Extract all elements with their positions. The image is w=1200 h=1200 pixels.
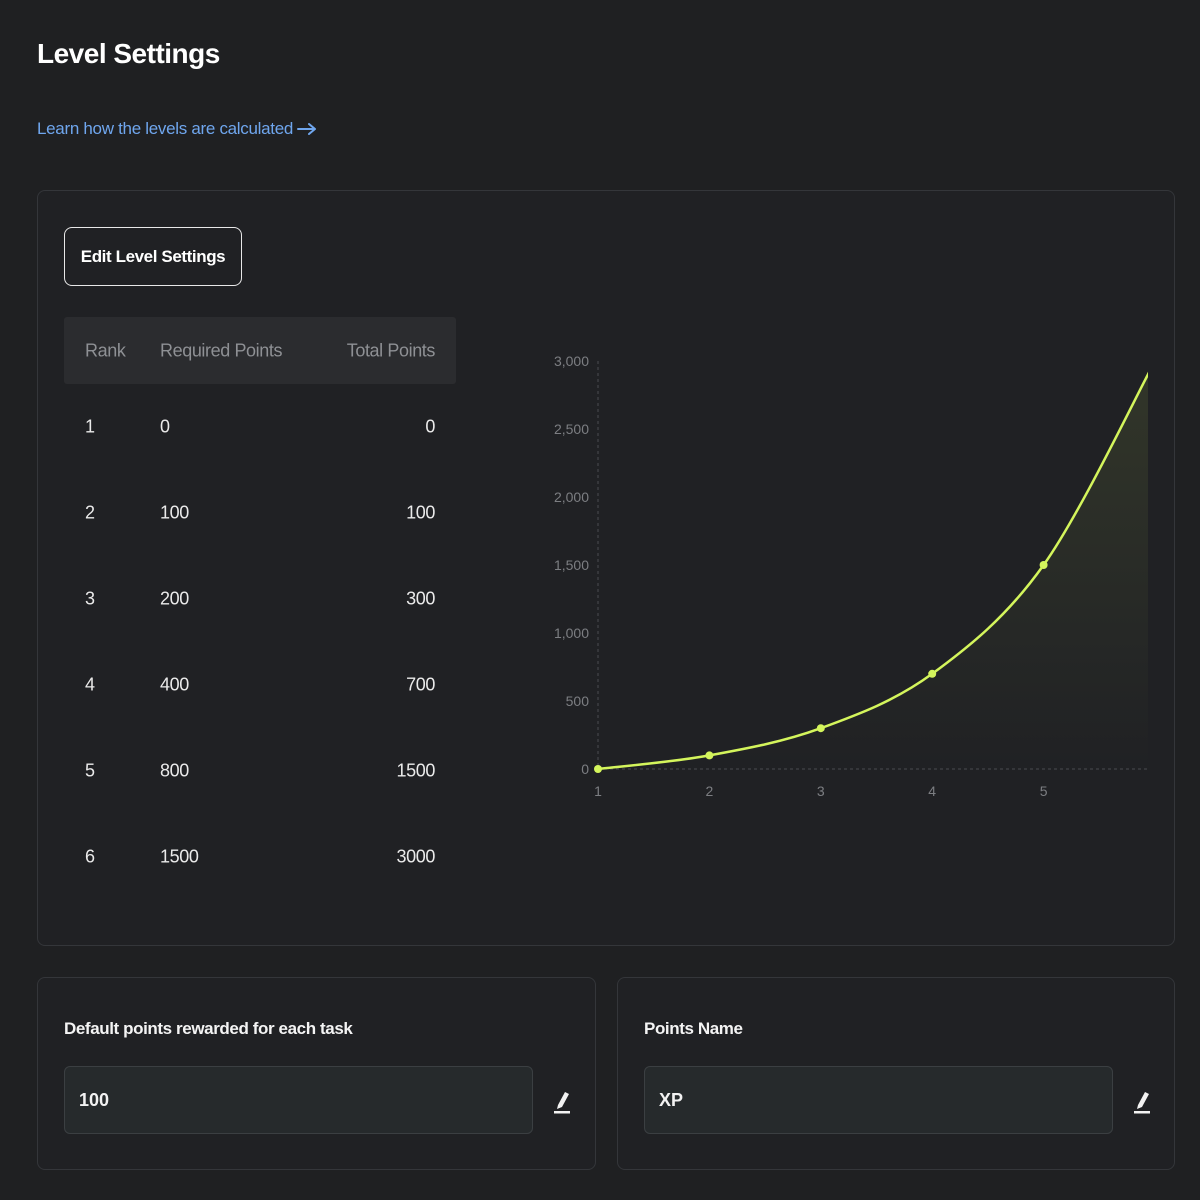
x-tick-label: 2 bbox=[706, 783, 714, 799]
data-point bbox=[705, 751, 714, 760]
x-tick-label: 4 bbox=[928, 783, 936, 799]
default-points-input[interactable] bbox=[64, 1066, 533, 1134]
points-name-input[interactable] bbox=[644, 1066, 1113, 1134]
cell-required-points: 200 bbox=[160, 588, 189, 609]
header-required-points: Required Points bbox=[160, 340, 283, 360]
pencil-icon[interactable] bbox=[552, 1089, 572, 1115]
x-tick-label: 5 bbox=[1040, 783, 1048, 799]
points-name-label: Points Name bbox=[644, 1019, 743, 1038]
points-name-card: Points Name bbox=[617, 977, 1175, 1170]
cell-rank: 4 bbox=[85, 674, 95, 695]
cell-required-points: 400 bbox=[160, 674, 189, 695]
cell-required-points: 100 bbox=[160, 502, 189, 523]
page-title: Level Settings bbox=[37, 38, 220, 69]
data-point bbox=[594, 765, 602, 773]
table-row: 4 400 700 bbox=[64, 642, 456, 728]
header-rank: Rank bbox=[85, 340, 126, 360]
table-header: Rank Required Points Total Points bbox=[64, 317, 456, 384]
y-tick-label: 2,000 bbox=[554, 489, 589, 505]
cell-total-points: 0 bbox=[425, 416, 435, 437]
cell-total-points: 700 bbox=[406, 674, 435, 695]
cell-rank: 3 bbox=[85, 588, 95, 609]
y-tick-label: 500 bbox=[566, 693, 590, 709]
table-row: 6 1500 3000 bbox=[64, 814, 456, 900]
cell-rank: 5 bbox=[85, 760, 95, 781]
cell-total-points: 300 bbox=[406, 588, 435, 609]
default-points-label: Default points rewarded for each task bbox=[64, 1019, 353, 1038]
cell-rank: 1 bbox=[85, 416, 95, 437]
cell-rank: 6 bbox=[85, 846, 95, 867]
table-row: 5 800 1500 bbox=[64, 728, 456, 814]
cell-total-points: 100 bbox=[406, 502, 435, 523]
cell-required-points: 0 bbox=[160, 416, 170, 437]
table-row: 2 100 100 bbox=[64, 470, 456, 556]
pencil-icon[interactable] bbox=[1132, 1089, 1152, 1115]
table-row: 3 200 300 bbox=[64, 556, 456, 642]
x-tick-label: 3 bbox=[817, 783, 825, 799]
data-point bbox=[928, 669, 937, 678]
y-tick-label: 3,000 bbox=[554, 353, 589, 369]
y-tick-label: 1,000 bbox=[554, 625, 589, 641]
data-point bbox=[816, 724, 825, 733]
cell-required-points: 800 bbox=[160, 760, 189, 781]
levels-table: Rank Required Points Total Points 1 0 0 … bbox=[64, 317, 456, 900]
cell-total-points: 3000 bbox=[396, 846, 436, 867]
x-tick-label: 1 bbox=[594, 783, 602, 799]
y-tick-label: 0 bbox=[581, 761, 589, 777]
cell-rank: 2 bbox=[85, 502, 95, 523]
table-row: 1 0 0 bbox=[64, 384, 456, 470]
learn-levels-link[interactable]: Learn how the levels are calculated bbox=[37, 119, 317, 139]
y-tick-label: 1,500 bbox=[554, 557, 589, 573]
level-settings-card: Edit Level Settings Rank Required Points… bbox=[37, 190, 1175, 946]
learn-link-label: Learn how the levels are calculated bbox=[37, 119, 293, 138]
default-points-card: Default points rewarded for each task bbox=[37, 977, 596, 1170]
data-point bbox=[1039, 561, 1048, 569]
cell-required-points: 1500 bbox=[160, 846, 199, 867]
series-area bbox=[598, 374, 1148, 769]
header-total-points: Total Points bbox=[346, 340, 436, 360]
y-tick-label: 2,500 bbox=[554, 421, 589, 437]
cell-total-points: 1500 bbox=[396, 760, 436, 781]
edit-level-settings-button[interactable]: Edit Level Settings bbox=[64, 227, 242, 286]
arrow-right-icon bbox=[297, 123, 316, 135]
